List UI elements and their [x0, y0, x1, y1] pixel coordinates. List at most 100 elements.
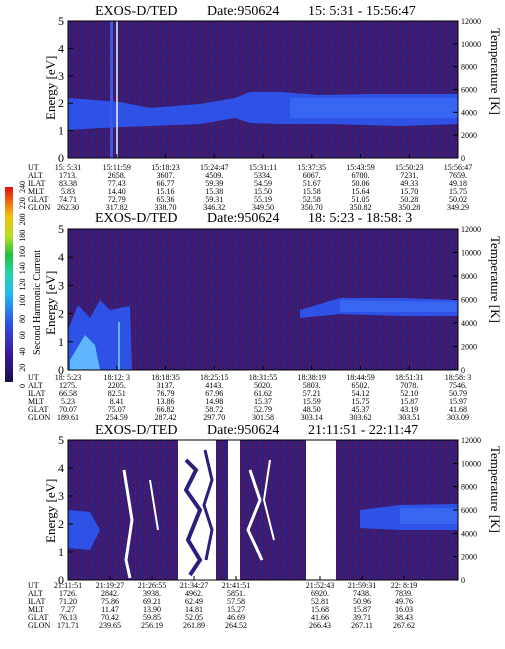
y2tick-label: 4000 [461, 529, 477, 538]
panel-3-left-patch [68, 510, 100, 550]
colorbar-tick-label: 200 [18, 214, 27, 226]
ytick-label: 4 [58, 461, 64, 475]
table-cell: 52.81 [311, 597, 329, 606]
y2tick-label: 12000 [461, 436, 481, 445]
panel-1-stripe [110, 21, 113, 158]
panel-3-gap-trace-1 [183, 458, 203, 577]
table-cell: 22: 8:19 [391, 581, 417, 590]
ytick-label: 5 [58, 14, 64, 28]
table-cell: 49.18 [449, 179, 467, 188]
y2tick-label: 2000 [461, 343, 477, 352]
table-cell: 5334. [254, 171, 272, 180]
table-cell: 6700. [352, 171, 370, 180]
table-cell: 59.85 [143, 613, 161, 622]
table-cell: 58.72 [205, 405, 223, 414]
panel-3-white-trace-4 [262, 459, 275, 541]
panel-3-orbit-table: UT 21:11:51 21:19:27 21:26:55 21:34:27 21:41:… [28, 576, 417, 630]
table-cell: 3607. [157, 171, 175, 180]
table-row-label: MLT [28, 605, 44, 614]
panel-3-gap-trace-2 [202, 449, 214, 561]
table-cell: 18:58: 3 [445, 373, 471, 382]
table-cell: 266.43 [309, 621, 331, 630]
table-cell: 67.96 [205, 389, 223, 398]
y2tick-label: 10000 [461, 459, 481, 468]
table-cell: 21:34:27 [180, 581, 208, 590]
table-cell: 52.10 [400, 389, 418, 398]
table-cell: 317.82 [106, 203, 128, 212]
ytick-label: 2 [58, 517, 64, 531]
table-cell: 15:11:59 [103, 163, 131, 172]
table-cell: 15:43:59 [346, 163, 374, 172]
table-cell: 7.27 [61, 605, 75, 614]
table-cell: 50.96 [353, 597, 371, 606]
y2tick-label: 6000 [461, 506, 477, 515]
panel-1: EXOS-D/TED Date:950624 15: 5:31 - 15:56:… [28, 4, 503, 212]
y2tick-label: 8000 [461, 483, 477, 492]
table-cell: 18:38:19 [298, 373, 326, 382]
table-cell: 2658. [108, 171, 126, 180]
table-cell: 61.62 [254, 389, 272, 398]
table-row-label: UT [28, 373, 39, 382]
panel-2-yticks: 0 1 2 3 4 5 [58, 222, 73, 377]
panel-1-stripe-gap [116, 21, 118, 158]
table-cell: 18:51:31 [395, 373, 423, 382]
colorbar-gradient [5, 187, 13, 382]
table-cell: 171.71 [57, 621, 79, 630]
table-cell: 15: 5:31 [55, 163, 81, 172]
table-cell: 15:50:23 [395, 163, 423, 172]
y2tick-label: 4000 [461, 108, 477, 117]
table-cell: 46.69 [227, 613, 245, 622]
table-cell: 71.20 [59, 597, 77, 606]
table-cell: 7438. [353, 589, 371, 598]
table-cell: 6920. [311, 589, 329, 598]
table-cell: 21:19:27 [96, 581, 124, 590]
colorbar-tick-label: 20 [18, 364, 27, 372]
ytick-label: 0 [58, 573, 64, 587]
panel-1-plot-tint [68, 21, 458, 158]
table-cell: 15.59 [303, 397, 321, 406]
table-cell: 65.36 [157, 195, 175, 204]
table-cell: 5.23 [61, 397, 75, 406]
panel-1-plot-background [68, 21, 458, 158]
table-cell: 303.62 [350, 413, 372, 422]
table-cell: 50.06 [352, 179, 370, 188]
table-cell: 287.42 [155, 413, 177, 422]
table-cell: 50.79 [449, 389, 467, 398]
table-cell: 15.58 [303, 187, 321, 196]
table-cell: 15.50 [254, 187, 272, 196]
colorbar-tick-label: 120 [18, 279, 27, 291]
panel-2-orbit-table: UT 18: 5:23 18:12: 3 18:18:35 18:25:15 18:31:… [28, 366, 471, 422]
y2tick-label: 2000 [461, 131, 477, 140]
table-cell: 50.28 [400, 195, 418, 204]
table-cell: 4509. [205, 171, 223, 180]
panel-3-date: Date:950624 [207, 423, 279, 438]
colorbar-label: Second Harmonic Current [32, 250, 43, 355]
panel-1-yticks: 0 1 2 3 4 5 [58, 14, 73, 165]
y2tick-label: 0 [461, 576, 465, 585]
colorbar-tick-label: 240 [18, 181, 27, 193]
ytick-label: 2 [58, 307, 64, 321]
panel-3-white-trace-2 [149, 479, 159, 531]
table-cell: 74.71 [59, 195, 77, 204]
colorbar-tick-label: 180 [18, 230, 27, 242]
panel-3-title: EXOS-D/TED [95, 423, 177, 438]
panel-1-ylabel: Energy [eV] [43, 56, 58, 120]
table-cell: 3137. [157, 381, 175, 390]
ytick-label: 3 [58, 69, 64, 83]
colorbar-tick-label: 80 [18, 315, 27, 323]
panel-2: EXOS-D/TED Date:950624 18: 5:23 - 18:58:… [28, 211, 503, 422]
table-cell: 16.03 [395, 605, 413, 614]
table-cell: 52.58 [303, 195, 321, 204]
table-cell: 41.68 [449, 405, 467, 414]
table-row-label: GLON [28, 203, 50, 212]
ytick-label: 1 [58, 335, 64, 349]
y2tick-label: 10000 [461, 40, 481, 49]
table-cell: 54.59 [254, 179, 272, 188]
ytick-label: 5 [58, 222, 64, 236]
table-cell: 21:11:51 [54, 581, 82, 590]
table-row-label: ALT [28, 171, 43, 180]
table-cell: 14.98 [205, 397, 223, 406]
table-cell: 256.19 [141, 621, 163, 630]
table-cell: 338.70 [155, 203, 177, 212]
